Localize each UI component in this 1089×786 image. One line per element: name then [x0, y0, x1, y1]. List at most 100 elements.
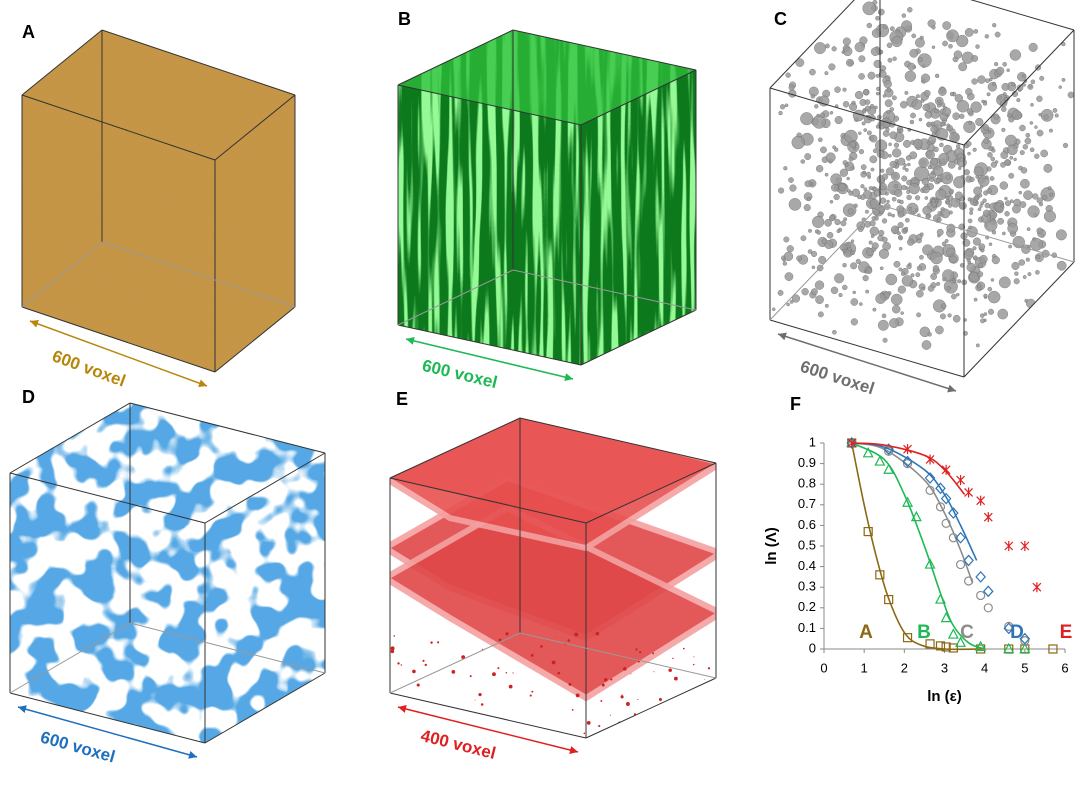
pore [1030, 121, 1033, 124]
pore [887, 110, 891, 114]
x-tick-label: 5 [1021, 660, 1028, 675]
y-tick-label: 0.3 [798, 579, 816, 594]
pore [934, 147, 939, 152]
pore [831, 174, 842, 185]
pore [859, 302, 862, 305]
pore [970, 208, 974, 212]
pore [845, 163, 849, 167]
pore [879, 230, 885, 236]
pore [926, 122, 931, 127]
pore [804, 204, 811, 211]
scale-label: 400 voxel [419, 726, 498, 763]
speck [704, 679, 705, 680]
pore [871, 168, 874, 171]
pore [901, 272, 905, 276]
pore [1023, 191, 1032, 200]
pore [1063, 143, 1068, 148]
pore [887, 200, 890, 203]
pore [864, 128, 867, 131]
pore [916, 94, 920, 98]
pore [938, 100, 942, 104]
point [1033, 582, 1041, 592]
point [942, 465, 950, 475]
pore [930, 252, 942, 264]
pore [1036, 255, 1040, 259]
pore [851, 318, 858, 325]
pore [1014, 272, 1018, 276]
pore [863, 89, 868, 94]
speck [630, 673, 631, 674]
pore [1004, 197, 1007, 200]
speck [440, 760, 441, 761]
pore [898, 222, 904, 228]
pore [893, 57, 897, 61]
pore [872, 216, 876, 220]
pore [861, 165, 866, 170]
pore [983, 210, 989, 216]
pore [988, 130, 991, 133]
pore [907, 7, 912, 12]
pore [972, 79, 978, 85]
pore [892, 305, 900, 313]
speck [509, 685, 513, 689]
pore [832, 46, 837, 51]
speck [674, 677, 678, 681]
pore [993, 114, 999, 120]
pore [853, 291, 856, 294]
speck [666, 704, 667, 705]
pore [987, 152, 992, 157]
pore [913, 139, 922, 148]
pore [1003, 62, 1007, 66]
pore [922, 340, 931, 349]
pore [1049, 129, 1053, 133]
pore [899, 268, 902, 271]
pore [876, 125, 880, 129]
pore [1007, 69, 1010, 72]
speck [699, 759, 701, 761]
pore [1030, 238, 1042, 250]
speck [572, 709, 574, 711]
speck [703, 738, 706, 741]
pore [884, 292, 890, 298]
pore [909, 183, 920, 194]
pore [772, 308, 775, 311]
pore [817, 114, 820, 117]
speck [393, 635, 395, 637]
speck [693, 656, 694, 657]
pore [892, 149, 901, 158]
speck [600, 700, 602, 702]
pore [899, 247, 902, 250]
speck [530, 695, 532, 697]
pore [876, 74, 879, 77]
pore [942, 278, 946, 282]
pore [884, 80, 892, 88]
pore [817, 231, 821, 235]
x-tick-label: 2 [901, 660, 908, 675]
pore [1012, 83, 1015, 86]
pore [871, 47, 879, 55]
pore [967, 263, 976, 272]
pore [866, 172, 870, 176]
pore [926, 150, 935, 159]
speck [584, 733, 586, 735]
pore [942, 242, 946, 246]
pore [919, 118, 922, 121]
y-tick-label: 0 [809, 640, 816, 655]
pore [832, 330, 836, 334]
pore [850, 141, 856, 147]
pore [811, 288, 817, 294]
pore [870, 220, 876, 226]
pore [1034, 154, 1039, 159]
pore [1027, 227, 1030, 230]
pore [912, 34, 916, 38]
pore [894, 184, 898, 188]
pore [878, 9, 884, 15]
pore [825, 44, 829, 48]
pore [1044, 115, 1049, 120]
speck [496, 741, 497, 742]
pore [937, 104, 941, 108]
pore [968, 226, 971, 229]
pore [902, 176, 907, 181]
pore [886, 128, 890, 132]
pore [1010, 200, 1013, 203]
